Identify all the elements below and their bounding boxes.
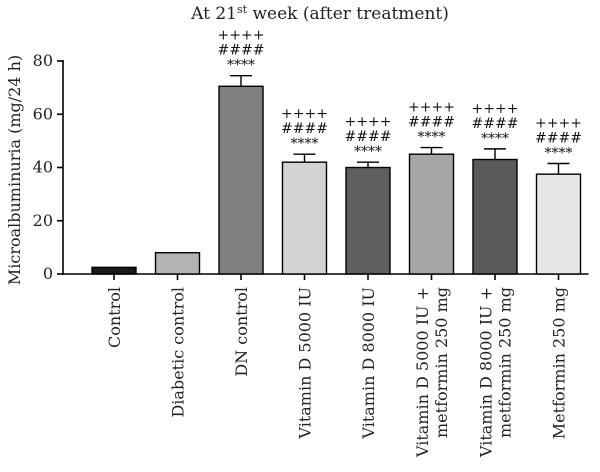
- significance-marker: ####: [281, 121, 328, 137]
- significance-marker: ++++: [345, 114, 392, 130]
- category-label: Vitamin D 5000 IU: [296, 287, 315, 440]
- category-label: DN control: [232, 287, 251, 377]
- chart-title: At 21st week (after treatment): [190, 3, 449, 24]
- significance-marker: ####: [408, 115, 455, 131]
- chart-title-superscript: st: [237, 3, 248, 16]
- category-label: Diabetic control: [169, 287, 188, 418]
- significance-marker: ++++: [281, 106, 328, 122]
- bar: [345, 166, 391, 275]
- significance-marker: ****: [227, 58, 255, 74]
- significance-marker: ****: [354, 144, 382, 160]
- significance-marker: ****: [291, 136, 319, 152]
- category-label: Vitamin D 8000 IU +: [477, 287, 496, 458]
- significance-marker: ****: [545, 146, 573, 162]
- bar: [408, 153, 455, 275]
- bar: [91, 266, 137, 275]
- bar: [218, 85, 264, 275]
- category-label: Vitamin D 8000 IU: [359, 287, 378, 440]
- y-tick-label: 20: [33, 211, 53, 230]
- bar: [472, 158, 518, 275]
- bar: [281, 161, 328, 275]
- category-label: metformin 250 mg: [432, 287, 451, 438]
- category-label: Metformin 250 mg: [550, 287, 569, 439]
- y-tick-label: 60: [33, 104, 53, 123]
- category-label: metformin 250 mg: [496, 287, 515, 438]
- category-label: Vitamin D 5000 IU +: [413, 287, 432, 458]
- significance-marker: ####: [218, 43, 265, 59]
- category-label: Control: [105, 287, 124, 348]
- significance-marker: ****: [418, 130, 446, 146]
- significance-marker: ++++: [472, 101, 519, 117]
- significance-marker: ++++: [408, 100, 455, 116]
- significance-marker: ****: [481, 131, 509, 147]
- significance-marker: ++++: [218, 28, 265, 44]
- bar: [535, 173, 582, 275]
- chart-title-rest: week (after treatment): [247, 4, 449, 24]
- chart-title-main: At 21: [190, 4, 237, 24]
- bar: [154, 251, 201, 275]
- y-tick-label: 80: [33, 51, 53, 70]
- y-tick-label: 40: [33, 158, 53, 177]
- significance-marker: ####: [345, 129, 392, 145]
- y-tick-label: 0: [43, 264, 53, 283]
- y-axis-label: Microalbuminuria (mg/24 h): [5, 55, 24, 285]
- significance-marker: ####: [535, 131, 582, 147]
- significance-marker: ####: [472, 116, 519, 132]
- significance-marker: ++++: [535, 116, 582, 132]
